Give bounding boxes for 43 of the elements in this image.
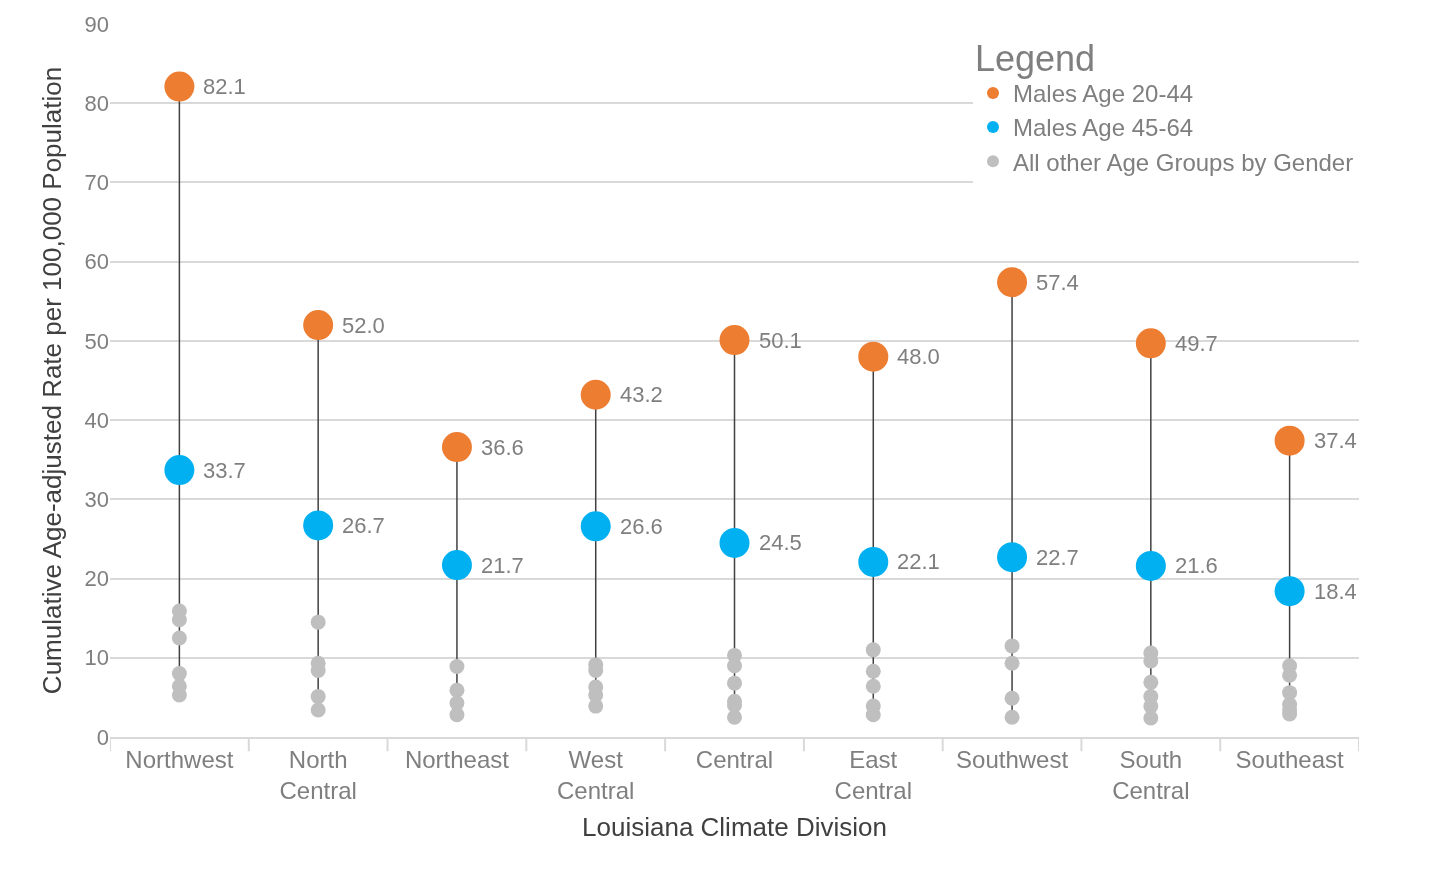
x-tick-label: South Central	[1112, 745, 1190, 804]
y-tick-label: 50	[84, 328, 109, 354]
y-tick-label: 60	[84, 249, 109, 275]
y-tick-label: 70	[84, 170, 109, 196]
data-label: 82.1	[203, 74, 246, 99]
data-label: 21.7	[481, 553, 524, 578]
x-tick-label: North Central	[279, 745, 357, 804]
y-tick-label: 90	[84, 11, 109, 37]
data-label: 36.6	[481, 435, 524, 460]
x-tick-label: Northeast	[404, 745, 510, 773]
data-label: 21.6	[1175, 553, 1218, 578]
data-label: 18.4	[1314, 579, 1357, 604]
y-tick-label: 40	[84, 407, 109, 433]
x-tick-label: East Central	[834, 745, 912, 804]
x-tick-label: Southwest	[956, 745, 1069, 773]
data-label: 50.1	[759, 328, 802, 353]
y-tick-label: 10	[84, 645, 109, 671]
data-label: 48.0	[897, 344, 940, 369]
x-tick-label: West Central	[557, 745, 635, 804]
data-label: 22.7	[1036, 545, 1079, 570]
y-tick-label: 80	[84, 90, 109, 116]
x-tick-label: Southeast	[1235, 745, 1344, 773]
data-label: 49.7	[1175, 331, 1218, 356]
data-label: 57.4	[1036, 270, 1079, 295]
x-axis-title: Louisiana Climate Division	[582, 812, 887, 843]
data-label: 26.6	[620, 514, 663, 539]
legend-label: Males Age 45-64	[1013, 114, 1194, 142]
legend-title: Legend	[975, 37, 1096, 79]
y-tick-label: 20	[84, 566, 109, 592]
y-tick-label: 0	[96, 724, 109, 750]
legend-label: All other Age Groups by Gender	[1013, 148, 1354, 176]
data-label: 22.1	[897, 549, 940, 574]
y-tick-label: 30	[84, 487, 109, 513]
data-label: 26.7	[342, 513, 385, 538]
legend-label: Males Age 20-44	[1013, 80, 1194, 108]
data-label: 37.4	[1314, 428, 1357, 453]
x-tick-label: Central	[695, 745, 774, 773]
data-label: 43.2	[620, 382, 663, 407]
y-axis-title: Cumulative Age-adjusted Rate per 100,000 Population	[36, 66, 67, 695]
x-tick-label: Northwest	[125, 745, 234, 773]
data-label: 24.5	[759, 530, 802, 555]
data-label: 33.7	[203, 458, 246, 483]
data-label: 52.0	[342, 313, 385, 338]
